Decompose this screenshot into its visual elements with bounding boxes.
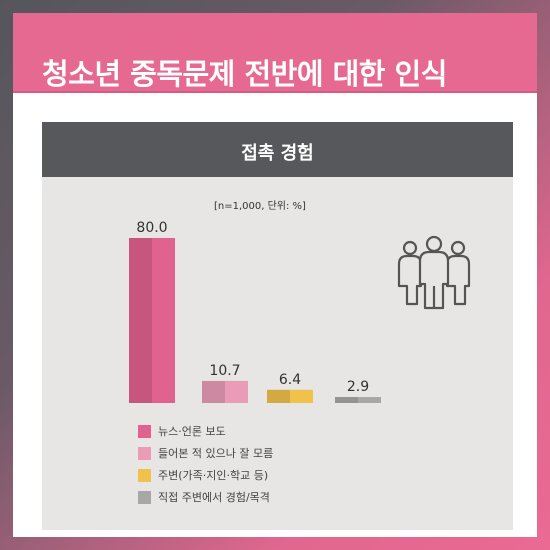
- data-label: 6.4: [279, 372, 301, 388]
- bar-face: [225, 380, 248, 403]
- data-label: 2.9: [347, 379, 369, 395]
- bar-chart: 80.0 10.7 6.4 2.9: [129, 220, 381, 403]
- data-label: 80.0: [136, 220, 167, 236]
- bar-shade: [202, 380, 225, 403]
- bar-shade: [335, 397, 358, 403]
- legend-label: 들어본 적 있으나 잘 모름: [158, 447, 274, 460]
- legend-swatch: [138, 424, 151, 438]
- bar: [267, 389, 313, 403]
- legend-item: 직접 주변에서 경험/목격: [138, 486, 273, 508]
- legend-swatch: [138, 446, 151, 460]
- bar-face: [290, 389, 313, 403]
- bar: [202, 380, 248, 403]
- page-title: 청소년 중독문제 전반에 대한 인식: [42, 57, 447, 91]
- bar-shade: [267, 389, 290, 403]
- unit-note: [n=1,000, 단위: %]: [214, 201, 306, 212]
- legend-item: 들어본 적 있으나 잘 모름: [138, 442, 273, 464]
- bar: [335, 397, 381, 403]
- legend-label: 주변(가족·지인·학교 등): [158, 469, 269, 482]
- panel-header: 접촉 경험: [42, 122, 513, 177]
- infographic-frame: 청소년 중독문제 전반에 대한 인식 접촉 경험 [n=1,000, 단위: %…: [13, 13, 537, 537]
- legend: 뉴스·언론 보도 들어본 적 있으나 잘 모름 주변(가족·지인·학교 등) 직…: [138, 420, 273, 508]
- legend-swatch: [138, 468, 151, 482]
- people-group-icon: [397, 235, 471, 310]
- chart-panel: 접촉 경험 [n=1,000, 단위: %] 80.0 10.7 6.4 2.9 뉴스…: [42, 122, 513, 530]
- data-label: 10.7: [209, 363, 240, 379]
- legend-item: 주변(가족·지인·학교 등): [138, 464, 273, 486]
- bar: [129, 238, 175, 403]
- bar-face: [152, 238, 175, 403]
- legend-label: 뉴스·언론 보도: [158, 425, 226, 438]
- legend-label: 직접 주변에서 경험/목격: [158, 491, 270, 504]
- title-band: 청소년 중독문제 전반에 대한 인식: [13, 13, 537, 97]
- legend-item: 뉴스·언론 보도: [138, 420, 273, 442]
- bar-shade: [129, 238, 152, 403]
- legend-swatch: [138, 490, 151, 504]
- bar-face: [358, 397, 381, 403]
- panel-heading: 접촉 경험: [241, 143, 314, 164]
